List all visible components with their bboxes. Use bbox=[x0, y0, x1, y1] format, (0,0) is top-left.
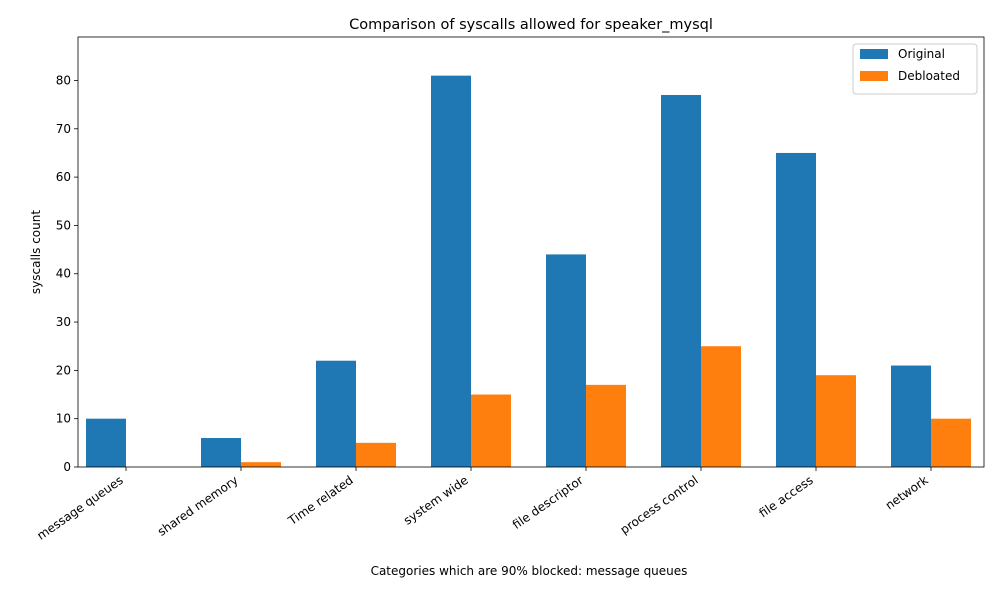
bar-debloated-1 bbox=[241, 462, 281, 467]
bar-debloated-5 bbox=[701, 346, 741, 467]
bar-original-1 bbox=[201, 438, 241, 467]
y-tick-label: 10 bbox=[56, 412, 71, 426]
x-tick-label: message queues bbox=[34, 473, 125, 543]
y-tick-label: 40 bbox=[56, 267, 71, 281]
x-tick-label: system wide bbox=[401, 473, 471, 528]
bar-original-5 bbox=[661, 94, 701, 467]
x-tick-label: network bbox=[883, 473, 931, 512]
legend-label-original: Original bbox=[898, 47, 945, 61]
y-axis-label: syscalls count bbox=[29, 210, 43, 294]
y-tick-label: 50 bbox=[56, 218, 71, 232]
legend-swatch-debloated bbox=[860, 71, 888, 81]
bar-original-7 bbox=[891, 365, 931, 467]
y-tick-label: 60 bbox=[56, 170, 71, 184]
legend: Original Debloated bbox=[852, 43, 978, 95]
y-tick-label: 0 bbox=[63, 460, 71, 474]
bar-debloated-2 bbox=[356, 442, 396, 467]
bar-original-0 bbox=[86, 418, 126, 467]
x-tick-label: file descriptor bbox=[510, 473, 586, 532]
chart-title: Comparison of syscalls allowed for speak… bbox=[349, 17, 713, 33]
bar-original-3 bbox=[431, 75, 471, 468]
plot-frame bbox=[77, 36, 985, 468]
x-tick-label: process control bbox=[618, 473, 701, 537]
y-tick-label: 30 bbox=[56, 315, 71, 329]
x-tick-label: file access bbox=[756, 473, 815, 520]
bar-debloated-3 bbox=[471, 394, 511, 467]
y-tick-label: 20 bbox=[56, 363, 71, 377]
y-tick-label: 80 bbox=[56, 73, 71, 87]
x-tick-label: shared memory bbox=[155, 473, 241, 539]
y-axis-ticks: 0 10 20 30 40 50 60 70 80 bbox=[56, 73, 78, 474]
x-axis-ticks: message queues shared memory Time related s… bbox=[34, 467, 932, 543]
bar-original-2 bbox=[316, 360, 356, 467]
bar-debloated-4 bbox=[586, 384, 626, 467]
bar-debloated-6 bbox=[816, 375, 856, 467]
legend-label-debloated: Debloated bbox=[898, 69, 960, 83]
x-tick-label: Time related bbox=[285, 473, 356, 528]
x-axis-label: Categories which are 90% blocked: messag… bbox=[371, 564, 688, 578]
bar-original-6 bbox=[776, 152, 816, 467]
bars-group bbox=[86, 75, 971, 468]
bar-debloated-7 bbox=[931, 418, 971, 467]
legend-swatch-original bbox=[860, 49, 888, 59]
y-tick-label: 70 bbox=[56, 122, 71, 136]
bar-original-4 bbox=[546, 254, 586, 467]
